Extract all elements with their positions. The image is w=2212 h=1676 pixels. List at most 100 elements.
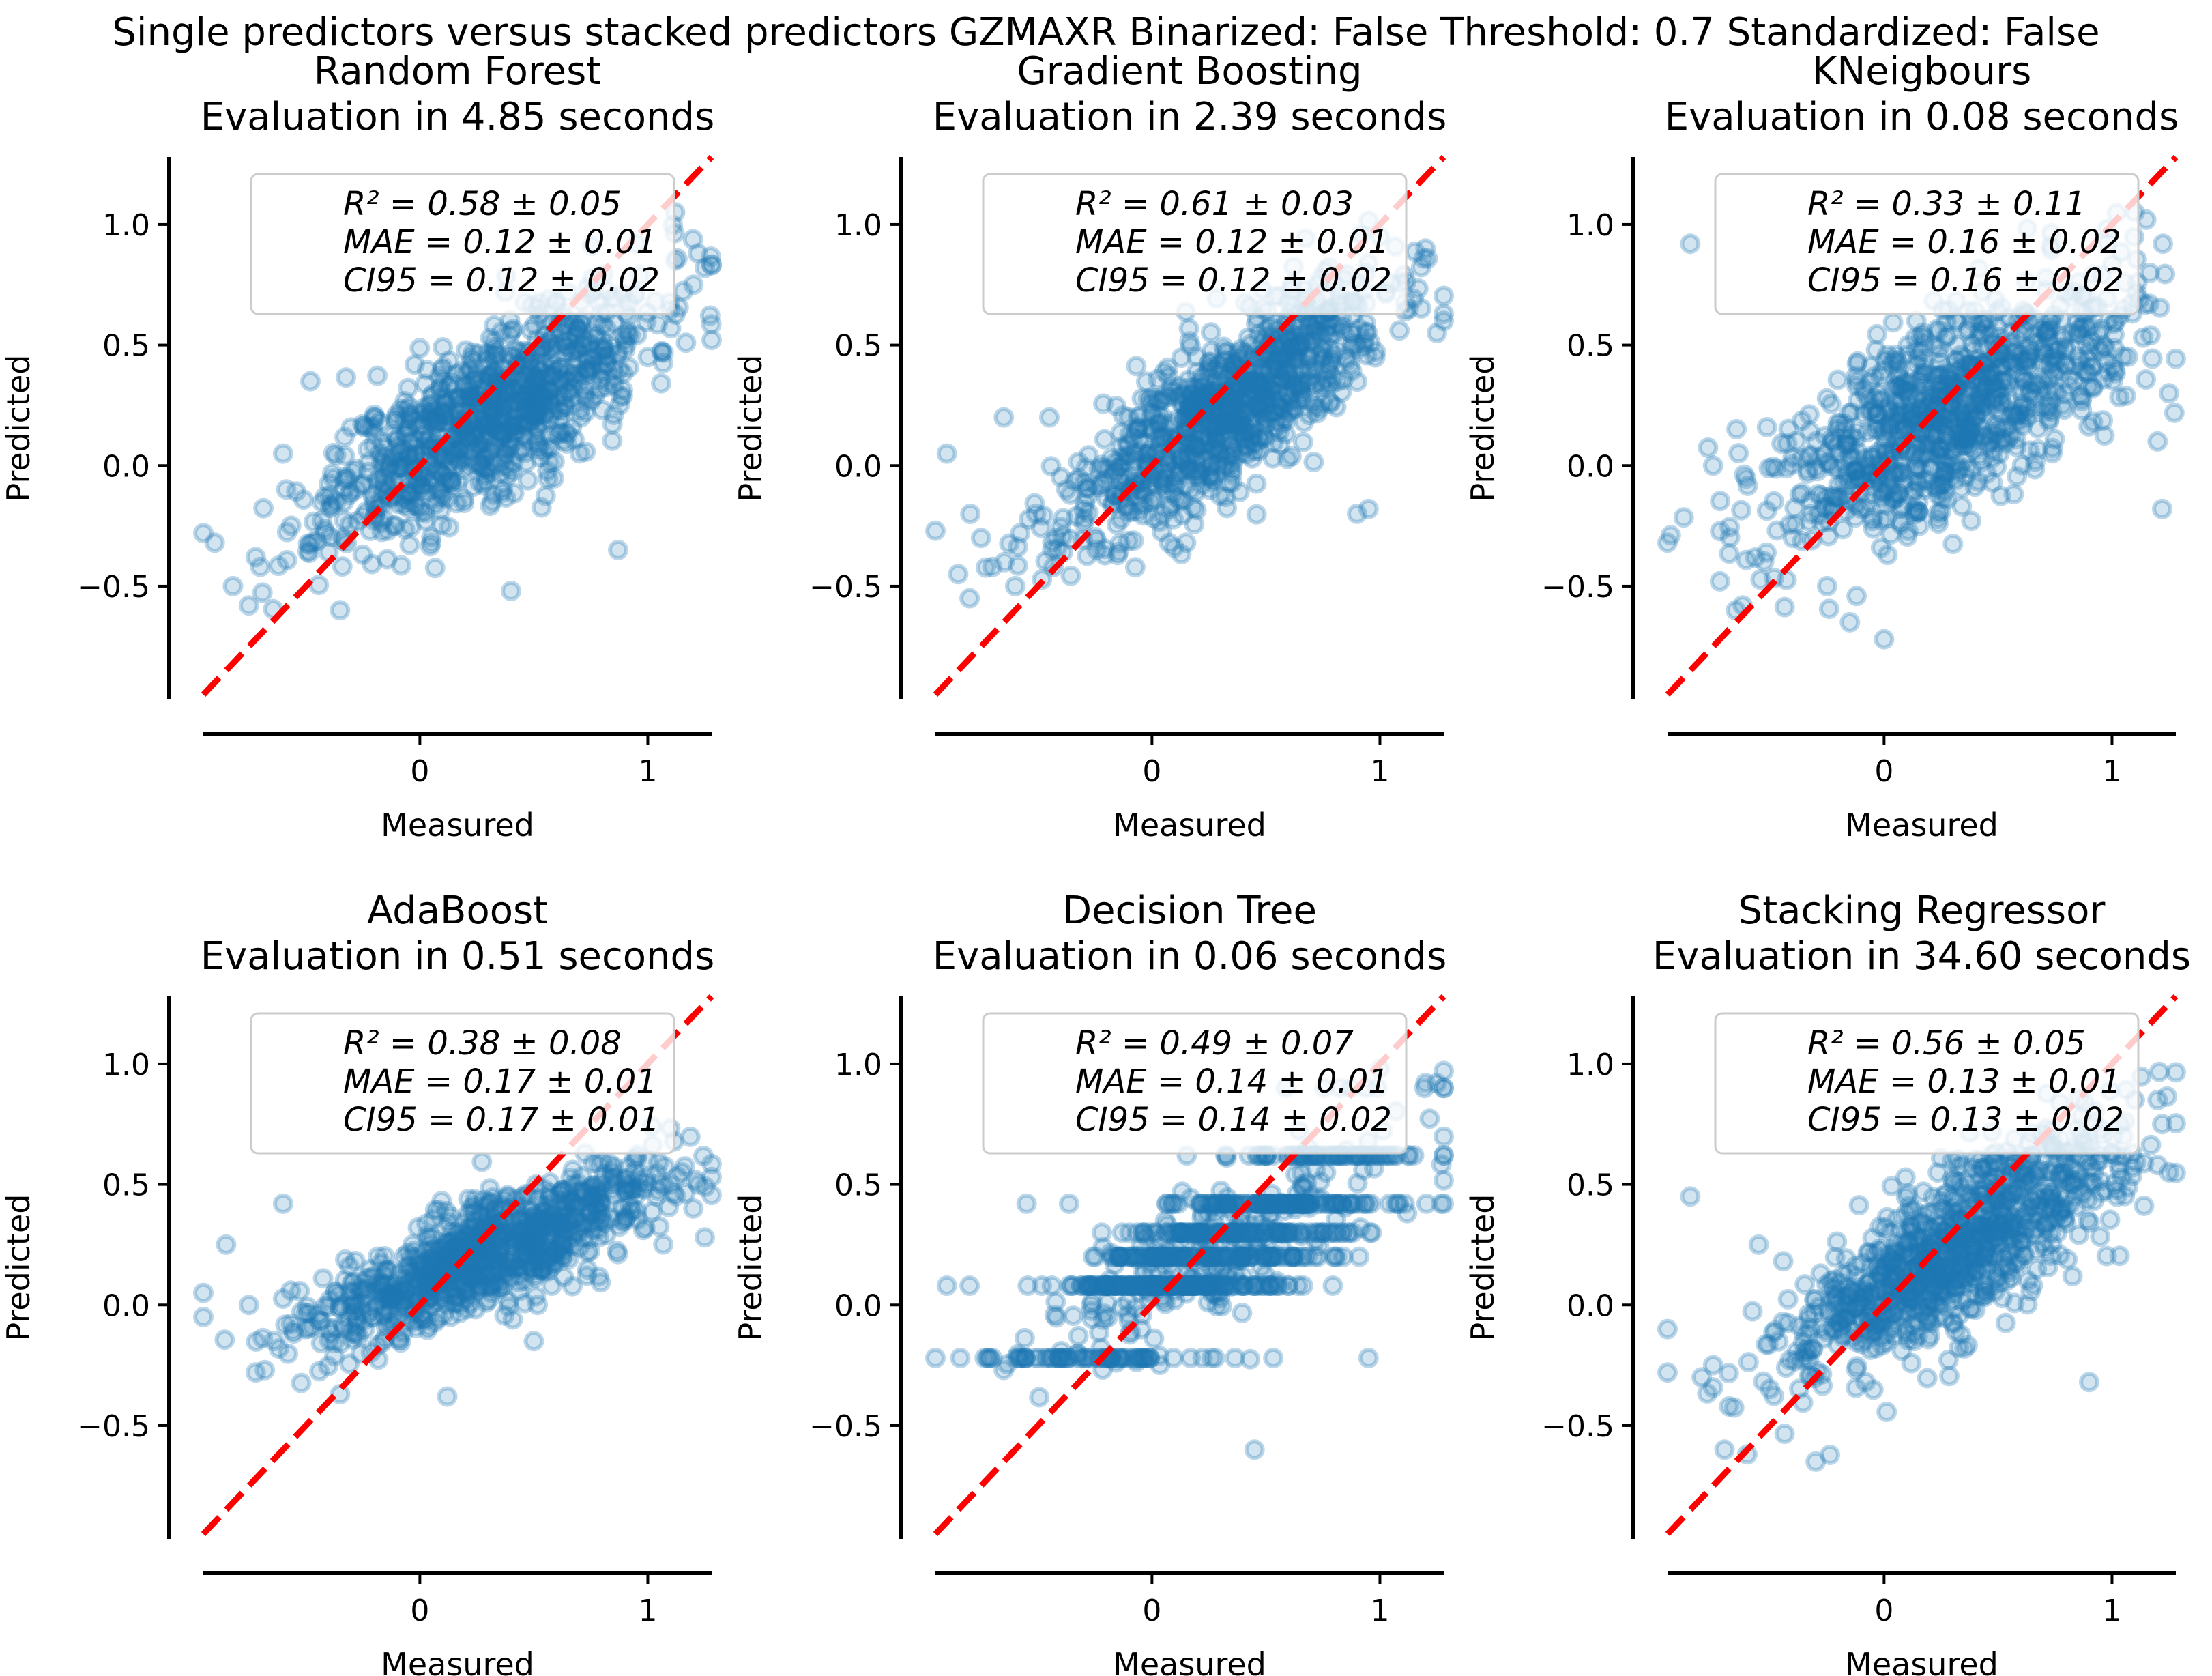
data-point (1908, 502, 1929, 523)
data-point (1358, 1348, 1379, 1368)
data-point (332, 556, 353, 577)
data-point (510, 375, 531, 396)
data-point (524, 405, 545, 427)
data-point (483, 331, 504, 352)
data-point (539, 381, 559, 402)
data-point (528, 395, 549, 416)
data-point (925, 520, 946, 541)
data-point (1131, 1246, 1152, 1267)
data-point (1431, 1193, 1452, 1214)
data-point (519, 351, 540, 372)
data-point (1814, 444, 1835, 465)
data-point (562, 1190, 583, 1211)
data-point (352, 544, 373, 565)
data-point (671, 1161, 693, 1183)
data-point (925, 1348, 946, 1368)
data-point (1074, 472, 1095, 493)
data-point (2153, 233, 2174, 255)
data-point (1148, 404, 1169, 425)
data-point (562, 389, 583, 410)
data-point (1113, 1348, 1134, 1368)
data-point (651, 373, 671, 394)
data-point (504, 482, 525, 504)
data-point (354, 416, 375, 436)
data-point (516, 1262, 537, 1283)
y-tick-label: 1.0 (102, 208, 150, 243)
data-point (508, 1281, 529, 1302)
data-point (503, 452, 524, 473)
data-point (1818, 598, 1839, 620)
data-point (458, 375, 479, 396)
data-point (568, 319, 589, 340)
data-point (1900, 381, 1921, 403)
y-tick-label: −0.5 (809, 570, 882, 605)
data-point (401, 517, 422, 537)
data-point (461, 385, 481, 406)
data-point (1042, 539, 1063, 560)
data-point (391, 448, 412, 469)
data-point (387, 429, 408, 449)
data-point (433, 402, 454, 423)
data-point (1081, 1291, 1103, 1312)
figure-suptitle: Single predictors versus stacked predict… (112, 10, 2099, 55)
data-point (1889, 483, 1910, 504)
data-point (675, 332, 697, 353)
data-point (238, 1295, 259, 1316)
data-point (550, 374, 571, 395)
data-point (460, 390, 480, 411)
data-point (418, 394, 439, 416)
data-point (1799, 404, 1820, 425)
data-point (561, 312, 582, 333)
data-point (454, 439, 476, 461)
data-point (1059, 1275, 1080, 1296)
subplot-title: Gradient Boosting (1017, 49, 1362, 93)
data-point (592, 361, 613, 381)
x-tick-label: 0 (1142, 1593, 1161, 1628)
data-point (603, 404, 624, 425)
data-point (1144, 1328, 1165, 1349)
data-point (480, 328, 501, 349)
data-point (461, 347, 482, 369)
data-point (1063, 1305, 1083, 1327)
data-point (424, 558, 446, 579)
data-point (1784, 497, 1805, 519)
data-point (1863, 483, 1884, 504)
data-point (433, 465, 454, 486)
data-point (1135, 371, 1156, 392)
data-point (493, 478, 514, 500)
data-point (1248, 440, 1269, 461)
data-point (453, 386, 474, 407)
data-point (2011, 454, 2033, 476)
data-point (575, 381, 596, 402)
data-point (254, 1359, 276, 1381)
data-point (516, 396, 538, 418)
x-tick-label: 1 (638, 1593, 657, 1628)
data-point (1094, 429, 1115, 450)
data-point (1007, 555, 1028, 576)
data-point (2082, 411, 2104, 433)
data-point (1347, 371, 1368, 392)
data-point (493, 424, 514, 446)
data-point (291, 1372, 312, 1393)
data-point (500, 413, 521, 434)
data-point (394, 390, 416, 411)
data-point (1256, 319, 1277, 340)
data-point (293, 489, 314, 510)
data-point (950, 1348, 971, 1368)
data-point (473, 370, 493, 391)
data-point (378, 458, 399, 479)
data-point (442, 445, 463, 466)
data-point (2078, 377, 2099, 398)
data-point (353, 474, 374, 494)
data-point (1060, 484, 1081, 505)
data-point (272, 1193, 293, 1214)
data-point (440, 472, 461, 493)
data-point (1972, 395, 1993, 416)
data-point (222, 575, 244, 596)
y-tick-label: −0.5 (809, 1409, 882, 1444)
data-point (587, 345, 609, 366)
data-point (2040, 310, 2061, 332)
data-point (1188, 1222, 1209, 1243)
data-point (411, 476, 432, 497)
data-point (1200, 322, 1221, 343)
